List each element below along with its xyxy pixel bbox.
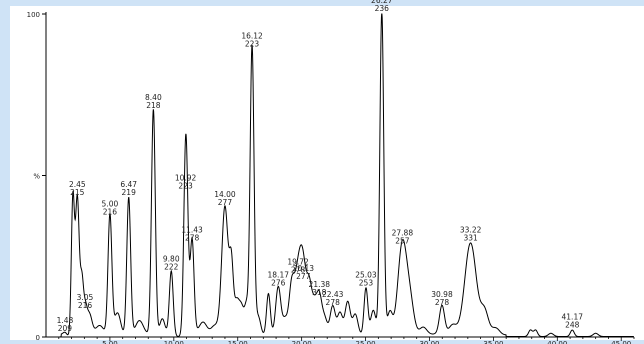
x-tick-label: 20.00 [292,340,312,344]
x-tick-label: 5.00 [102,340,118,344]
peak-time-label: 8.40 [145,93,162,102]
x-tick-label: 45.00 [611,340,631,344]
peak-time-label: 22.43 [322,290,344,299]
peak-time-label: 1.48 [57,316,74,325]
peak-time-label: 14.00 [214,190,236,199]
peak-time-label: 16.12 [241,32,263,41]
peak-mass-label: 277 [296,272,311,281]
peak-mass-label: 216 [78,301,93,310]
peak-time-label: 25.03 [355,271,377,280]
x-tick-label: 30.00 [419,340,439,344]
y-tick-label: 100 [27,11,40,19]
peak-time-label: 6.47 [120,180,137,189]
peak-time-label: 11.43 [181,225,203,234]
peak-mass-label: 216 [103,207,118,216]
y-tick-label: % [33,173,40,181]
peak-mass-label: 331 [463,233,478,242]
y-ticks: 100% 0 [27,11,46,342]
peak-time-label: 30.98 [431,290,453,299]
peak-time-label: 41.17 [562,313,584,322]
peak-mass-label: 278 [435,298,450,307]
peak-time-label: 20.13 [293,264,315,273]
peak-mass-label: 215 [70,188,85,197]
peak-mass-label: 278 [185,233,200,242]
peak-mass-label: 223 [245,40,260,49]
peak-time-label: 9.80 [163,254,180,263]
x-tick-label: 10.00 [164,340,184,344]
x-tick-label: 35.00 [483,340,503,344]
chromatogram-trace [46,13,634,338]
peak-mass-label: 278 [291,266,306,275]
peak-mass-label: 277 [218,198,233,207]
peak-time-label: 2.45 [69,180,86,189]
peak-time-label: 26.27 [371,0,393,5]
peak-time-label: 21.38 [309,280,331,289]
peak-mass-label: 248 [565,321,580,330]
x-tick-label: 25.00 [356,340,376,344]
peak-mass-label: 219 [122,188,137,197]
peak-time-label: 5.00 [102,199,119,208]
peak-time-label: 10.92 [175,174,197,183]
peak-time-label: 18.17 [268,271,290,280]
peak-mass-label: 318 [312,288,327,297]
peak-mass-label: 223 [178,182,193,191]
y-tick-label: 0 [36,334,40,342]
peak-time-label: 3.05 [77,293,94,302]
x-tick-label: 15.00 [228,340,248,344]
peak-mass-label: 236 [375,4,390,13]
x-ticks: 5.00 10.00 15.00 20.00 25.00 30.00 35.00 40.00 4… [58,337,635,344]
peak-mass-label: 222 [164,262,179,271]
peak-time-label: 19.72 [287,258,309,267]
peak-mass-label: 257 [395,237,410,246]
peak-time-label: 27.88 [392,229,414,238]
peak-mass-label: 209 [58,324,73,333]
peak-mass-label: 253 [359,279,374,288]
peak-labels: 1.482092.452153.052165.002166.472198.402… [57,0,584,333]
peak-mass-label: 276 [271,279,286,288]
peak-time-label: 33.22 [460,225,482,234]
x-tick-label: 40.00 [547,340,567,344]
peak-mass-label: 218 [146,101,161,110]
chart-axes [45,12,634,338]
peak-mass-label: 278 [326,298,341,307]
